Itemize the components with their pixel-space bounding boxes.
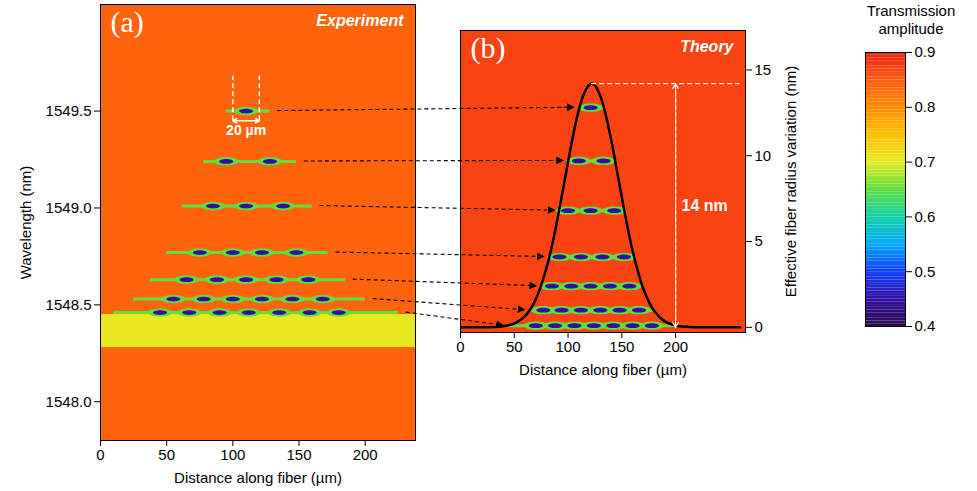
svg-text:0.5: 0.5 (915, 263, 936, 280)
svg-text:0: 0 (456, 338, 464, 355)
svg-text:0.8: 0.8 (915, 98, 936, 115)
svg-text:Wavelength (nm): Wavelength (nm) (17, 166, 34, 280)
svg-text:Theory: Theory (680, 38, 734, 55)
html-text:Transmission amplitude: Transmission amplitude (866, 2, 956, 37)
svg-text:100: 100 (220, 446, 245, 463)
svg-text:50: 50 (158, 446, 175, 463)
svg-text:10: 10 (755, 147, 772, 164)
svg-text:1549.0: 1549.0 (46, 199, 92, 216)
svg-text:1548.0: 1548.0 (46, 393, 92, 410)
svg-text:200: 200 (663, 338, 688, 355)
svg-text:Distance along fiber (µm): Distance along fiber (µm) (174, 469, 342, 486)
svg-text:1548.5: 1548.5 (46, 296, 92, 313)
svg-text:14 nm: 14 nm (682, 197, 728, 214)
svg-text:0.6: 0.6 (915, 208, 936, 225)
svg-text:15: 15 (755, 61, 772, 78)
svg-text:Effective fiber radius variati: Effective fiber radius variation (nm) (782, 66, 799, 297)
svg-text:Distance along fiber (µm): Distance along fiber (µm) (519, 361, 687, 378)
svg-text:5: 5 (755, 232, 763, 249)
svg-text:(b): (b) (471, 31, 506, 65)
svg-text:(a): (a) (111, 5, 144, 39)
svg-text:150: 150 (287, 446, 312, 463)
svg-text:0.7: 0.7 (915, 153, 936, 170)
svg-text:50: 50 (506, 338, 523, 355)
svg-text:1549.5: 1549.5 (46, 102, 92, 119)
svg-text:0.9: 0.9 (915, 44, 936, 60)
svg-text:100: 100 (556, 338, 581, 355)
svg-text:150: 150 (609, 338, 634, 355)
svg-text:0.4: 0.4 (915, 317, 936, 334)
svg-text:0: 0 (755, 318, 763, 335)
svg-text:20 µm: 20 µm (226, 122, 266, 138)
svg-text:200: 200 (353, 446, 378, 463)
svg-text:Experiment: Experiment (316, 12, 404, 29)
svg-text:0: 0 (96, 446, 104, 463)
